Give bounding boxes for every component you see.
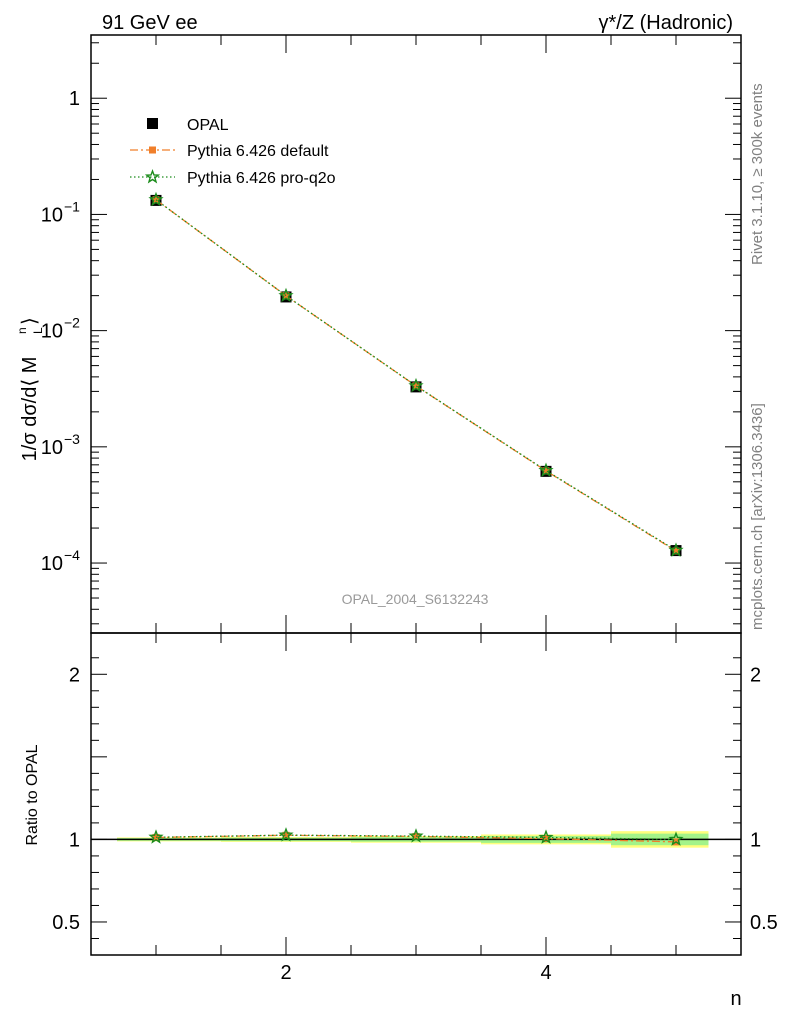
ratio-pythia-pro-q2o-point (538, 829, 554, 844)
ratio-tick-marks (91, 633, 741, 955)
pythia-pro-q2o-point (408, 377, 424, 393)
main-y-tick-label: 10 (41, 553, 63, 575)
pythia-default-point (672, 547, 680, 555)
ratio-pythia-pro-q2o-line (155, 834, 677, 841)
pythia-default-point (542, 467, 550, 475)
main-y-axis-label-subscript: L (31, 327, 45, 334)
ratio-y-tick-label-right: 0.5 (750, 912, 778, 934)
x-tick-label: 4 (540, 962, 551, 984)
ratio-tick-labels: 2 2 1 1 0.5 0.5 2 4 (52, 664, 778, 984)
pythia-pro-q2o-point (148, 191, 164, 207)
ratio-panel: 2 2 1 1 0.5 0.5 2 4 Ratio to OPAL n (24, 632, 778, 1010)
legend-pythia-pro-q2o-marker (144, 169, 161, 184)
ratio-pythia-pro-q2o-point (148, 829, 164, 844)
ratio-plot-frame (90, 632, 742, 956)
ratio-y-tick-label: 0.5 (52, 912, 80, 934)
main-series-group (148, 191, 684, 557)
legend: OPAL Pythia 6.426 default Pythia 6.426 pro… (130, 117, 336, 187)
ratio-y-tick-label: 2 (69, 664, 80, 686)
main-y-axis-label-text: 1/σ dσ/d⟨ M (19, 357, 41, 462)
ratio-pythia-default-point (152, 833, 160, 841)
main-y-tick-label: 10 (41, 321, 63, 343)
header-right-label: γ*/Z (Hadronic) (599, 12, 733, 34)
ratio-pythia-pro-q2o-point (668, 831, 684, 846)
main-y-tick-exponent: −4 (64, 547, 80, 563)
legend-opal-label: OPAL (187, 117, 229, 134)
pythia-default-line (155, 199, 677, 552)
pythia-default-point (412, 382, 420, 390)
main-y-axis-label: 1/σ dσ/d⟨ M n L ⟩ (15, 317, 45, 461)
legend-pythia-default-marker (149, 146, 156, 154)
ratio-y-axis-label: Ratio to OPAL (24, 744, 41, 845)
ratio-series-group (148, 827, 684, 846)
x-tick-label: 2 (280, 962, 291, 984)
mcplots-label: mcplots.cern.ch [arXiv:1306.3436] (749, 403, 766, 630)
ratio-pythia-default-point (542, 835, 550, 843)
pythia-pro-q2o-point (668, 542, 684, 557)
legend-pythia-pro-q2o-label: Pythia 6.426 pro-q2o (187, 170, 336, 187)
rivet-version-label: Rivet 3.1.10, ≥ 300k events (749, 83, 766, 265)
main-tick-marks (91, 35, 741, 633)
main-y-axis-label-close: ⟩ (19, 317, 41, 325)
pythia-default-point (282, 292, 290, 300)
legend-pythia-default-label: Pythia 6.426 default (187, 143, 329, 160)
main-y-axis-label-superscript: n (15, 327, 29, 334)
main-y-tick-label: 1 (69, 88, 80, 110)
pythia-pro-q2o-point (278, 287, 294, 303)
main-y-tick-exponent: −3 (64, 431, 80, 447)
ratio-y-tick-label: 1 (69, 829, 80, 851)
main-y-tick-label: 10 (41, 437, 63, 459)
main-y-tick-labels: 110−110−210−310−4 (41, 88, 80, 575)
ratio-y-tick-label-right: 1 (750, 829, 761, 851)
main-y-tick-label: 10 (41, 204, 63, 226)
analysis-id-label: OPAL_2004_S6132243 (342, 591, 489, 607)
main-panel: 110−110−210−310−4 OPAL_2004_S6132243 1/σ… (15, 34, 742, 634)
header-left-label: 91 GeV ee (102, 12, 198, 34)
main-y-tick-exponent: −1 (64, 198, 80, 214)
ratio-y-tick-label-right: 2 (750, 664, 761, 686)
ratio-pythia-pro-q2o-point (278, 827, 294, 842)
main-y-tick-exponent: −2 (64, 315, 80, 331)
pythia-pro-q2o-line (155, 199, 677, 551)
ratio-pythia-pro-q2o-point (408, 828, 424, 843)
ratio-pythia-default-point (282, 831, 290, 839)
pythia-pro-q2o-point (538, 462, 554, 478)
legend-opal-marker (147, 118, 158, 129)
x-axis-label: n (730, 988, 741, 1010)
